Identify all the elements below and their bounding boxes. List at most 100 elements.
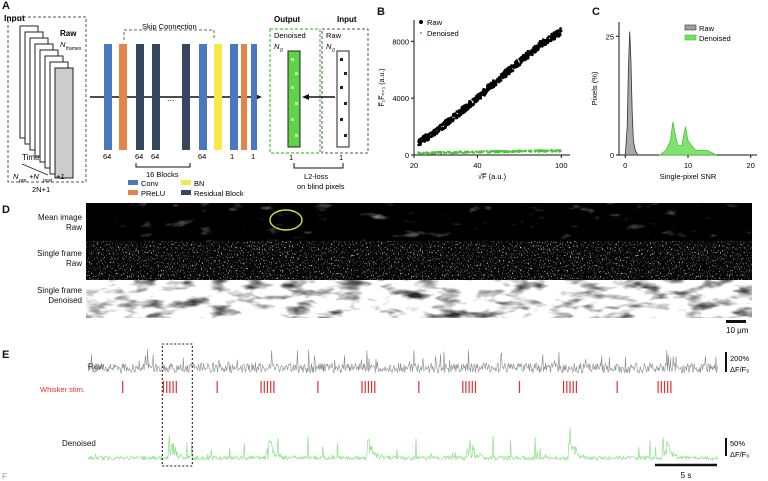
chart-b-denoised-point	[524, 149, 528, 152]
chart-b-raw-point	[481, 91, 485, 95]
skip-connection-label: Skip Connection	[142, 22, 197, 31]
roi-ellipse	[269, 209, 303, 231]
chart-b-denoised-point	[553, 149, 557, 152]
formula-plus-one: +1	[56, 172, 65, 181]
legend-prelu: PReLU	[141, 189, 165, 198]
chart-b-raw-point	[445, 118, 448, 122]
chart-b-raw-point	[502, 74, 506, 78]
time-scale-label: 5 s	[681, 471, 692, 480]
scale-bar-d: 10 μm	[726, 320, 749, 335]
chart-b-denoised-point	[420, 152, 423, 155]
denoised-scale-label: 50%	[730, 439, 745, 448]
layer-prelu-1	[119, 44, 127, 150]
chart-b-legend-raw: Raw	[427, 18, 443, 27]
chart-b-denoised-point	[556, 149, 559, 152]
chart-b-denoised-point	[459, 150, 462, 153]
chart-b-denoised-point	[433, 151, 436, 154]
chart-b-ytick-label: 8000	[392, 37, 409, 46]
n0-left: N	[274, 42, 280, 51]
chart-b-raw-point	[492, 82, 496, 86]
two-n-label: 2N+1	[32, 185, 50, 194]
raw-scale-unit: ΔF/F₀	[730, 365, 749, 374]
n0-right-sub: 0	[332, 48, 335, 54]
chart-b-denoised-point	[472, 151, 475, 154]
chart-b-raw-point	[525, 54, 528, 57]
chart-b-legend-denoised: Denoised	[427, 29, 459, 38]
raw-trace-label: Raw	[88, 362, 105, 371]
channel-label-5: 1	[230, 152, 234, 161]
chart-b-denoised-point	[418, 151, 421, 154]
strip-label-raw-frame: Single frame Raw	[37, 249, 82, 268]
chart-b-raw-point	[422, 136, 426, 140]
layer-conv-1	[104, 44, 112, 150]
chart-b-denoised-point	[455, 151, 458, 155]
chart-b: 0 4000 8000 20 40 100 √F̅ (a.u.) F̅₁F̅ₙ₊₁ (a.u.…	[378, 18, 570, 181]
chart-b-raw-point	[426, 134, 430, 138]
chart-b-raw-point	[532, 46, 535, 50]
output-dashed-box	[269, 28, 321, 154]
chart-b-denoised-point	[437, 151, 440, 154]
chart-b-denoised-point	[448, 151, 451, 154]
chart-b-raw-point	[442, 122, 446, 126]
formula-post: post	[42, 178, 53, 184]
chart-b-denoised-point	[517, 150, 520, 153]
output-label: Output	[274, 15, 301, 24]
denoised-label: Denoised	[274, 31, 306, 40]
panel-label-e: E	[2, 349, 10, 361]
chart-b-raw-point	[553, 34, 557, 38]
chart-b-raw-point	[524, 56, 528, 60]
chart-b-raw-point	[479, 93, 483, 97]
layer-conv-4	[251, 44, 257, 150]
chart-c-legend-raw-swatch	[684, 24, 697, 31]
denoised-trace-label: Denoised	[62, 439, 96, 448]
chart-b-raw-point	[516, 64, 520, 68]
chart-b-raw-point	[530, 48, 534, 52]
chart-b-raw-point	[417, 140, 420, 143]
chart-b-xtick-label: 40	[473, 161, 481, 170]
loss-label: L2-loss	[304, 172, 328, 181]
chart-b-raw-point	[457, 112, 461, 116]
chart-b-denoised-point	[551, 150, 554, 153]
time-arrow	[21, 163, 49, 176]
chart-b-raw-point	[526, 49, 530, 53]
chart-b-denoised-point	[431, 151, 435, 154]
chart-b-denoised-point	[475, 150, 478, 153]
blocks-label: 16 Blocks	[146, 170, 179, 179]
chart-b-raw-point	[552, 31, 556, 34]
panel-label-d: D	[2, 204, 10, 216]
channel-label-3: 64	[151, 152, 159, 161]
input-right-label: Input	[337, 15, 357, 24]
chart-b-denoised-point	[493, 151, 496, 154]
one-left-label: 1	[289, 153, 293, 162]
chart-b-raw-point	[468, 100, 471, 103]
raw-right-label: Raw	[326, 31, 342, 40]
layer-res-1	[136, 44, 144, 150]
chart-b-denoised-point	[486, 151, 489, 154]
loss-bracket	[293, 163, 344, 169]
layer-dots: ...	[167, 93, 175, 103]
chart-c-legend-raw: Raw	[699, 24, 715, 33]
chart-b-raw-point	[437, 127, 441, 131]
chart-b-raw-point	[469, 103, 472, 107]
chart-b-raw-point	[430, 134, 434, 138]
chart-b-denoised-point	[490, 150, 493, 153]
formula-pre: pre	[18, 178, 26, 184]
chart-c-xtick-label: 10	[684, 161, 692, 170]
chart-b-denoised-point	[445, 151, 448, 154]
chart-b-raw-point	[509, 70, 513, 73]
chart-c-area-denoised	[658, 121, 717, 156]
chart-b-raw-point	[507, 66, 511, 69]
chart-c-xlabel: Single-pixel SNR	[660, 172, 717, 181]
chart-b-raw-point	[449, 117, 452, 121]
chart-b-denoised-point	[545, 149, 548, 152]
chart-b-raw-point	[543, 39, 546, 43]
chart-b-raw-point	[473, 96, 477, 100]
scale-bar-d-label: 10 μm	[726, 326, 749, 335]
chart-c: 0 25 0 10 20 Single-pixel SNR Pixels (%) RawDen…	[590, 22, 757, 181]
chart-b-raw-point	[461, 105, 464, 109]
chart-b-raw-point	[419, 141, 422, 145]
chart-b-legend-denoised-marker	[420, 32, 422, 34]
chart-b-denoised-point	[549, 149, 552, 152]
chart-b-series-raw	[417, 27, 563, 147]
chart-b-ylabel: F̅₁F̅ₙ₊₁ (a.u.)	[378, 68, 386, 107]
